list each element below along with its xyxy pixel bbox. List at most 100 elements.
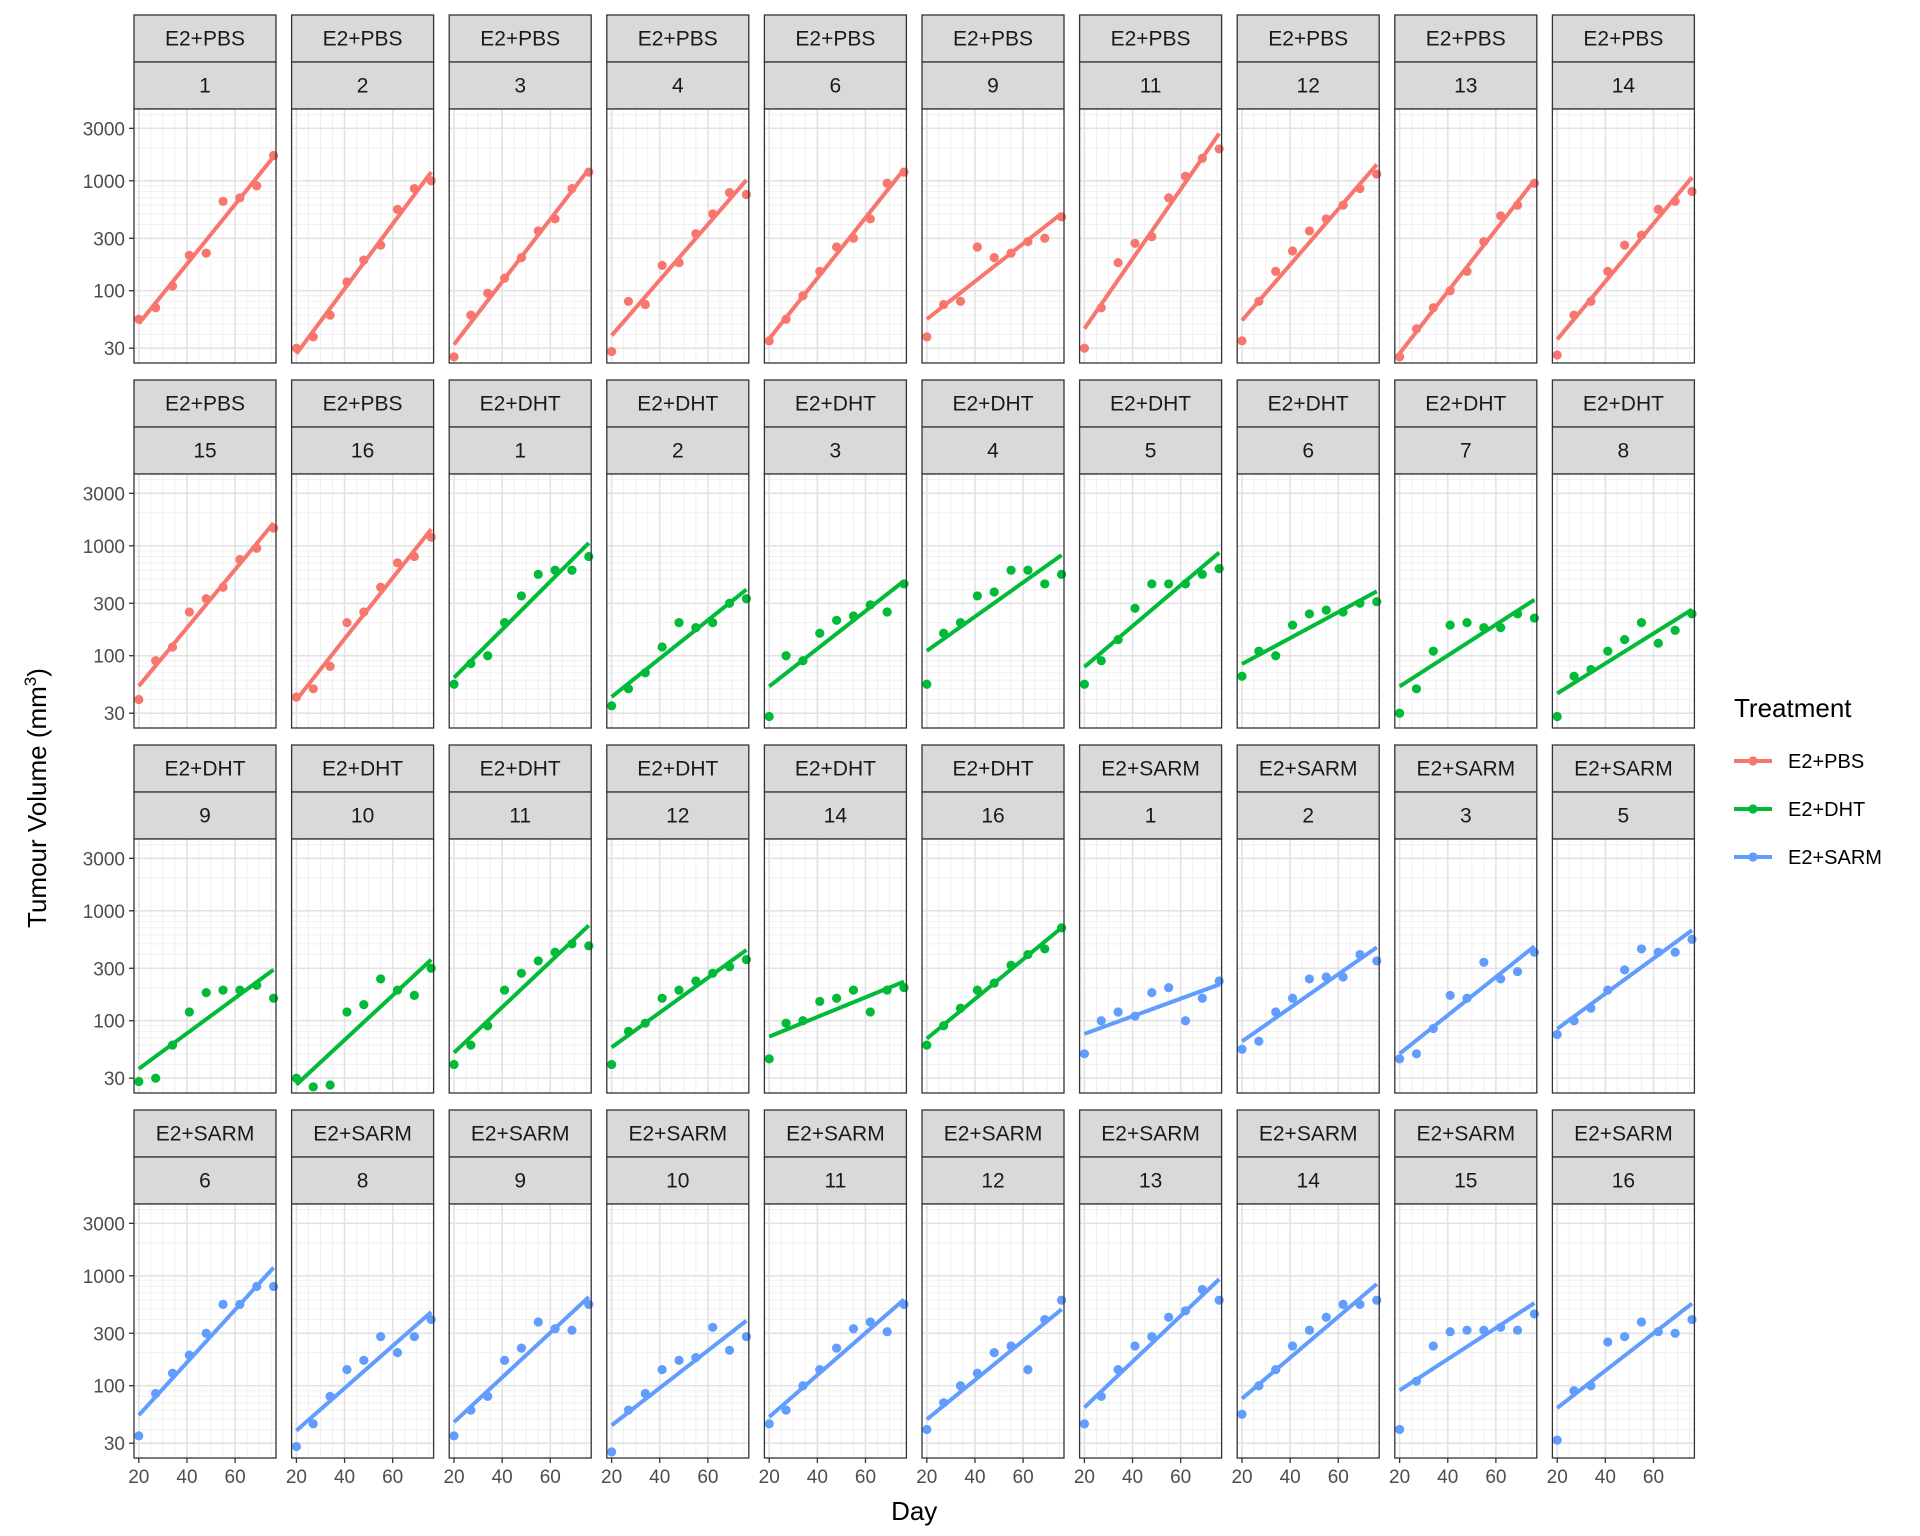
y-tick-label: 100 (93, 1012, 125, 1033)
data-point (449, 679, 459, 689)
data-point (308, 684, 318, 694)
data-point (409, 1331, 419, 1342)
data-point (623, 296, 634, 306)
strip-treatment (763, 744, 908, 793)
strip-treatment (1236, 14, 1380, 63)
data-point (1096, 1391, 1106, 1401)
strip-treatment (606, 14, 750, 63)
data-point (325, 661, 335, 671)
data-point (1254, 646, 1264, 656)
strip-treatment (1551, 1109, 1696, 1158)
strip-treatment (1394, 379, 1538, 428)
data-point (516, 253, 527, 263)
strip-id (1078, 1156, 1223, 1205)
data-point (1304, 226, 1315, 236)
panel: E2+DHT 11 (448, 744, 594, 1094)
data-point (499, 618, 510, 628)
data-point (1271, 1365, 1281, 1375)
panel-border (133, 838, 277, 1094)
strip-id-label: 8 (1618, 440, 1630, 463)
data-point (218, 196, 228, 206)
data-point (1023, 565, 1033, 575)
data-point (1372, 169, 1382, 179)
fit-line (925, 211, 1063, 321)
data-point (449, 1431, 459, 1441)
panel: E2+DHT 4 (921, 379, 1067, 729)
data-point (1479, 236, 1489, 247)
strip-treatment (448, 14, 592, 63)
x-tick-label: 60 (225, 1467, 246, 1488)
panel-border (763, 1203, 908, 1459)
data-point (815, 996, 825, 1006)
fit-line (295, 958, 433, 1087)
plot-area (922, 1204, 1064, 1458)
y-axis-title: Tumour Volume (mm3) (21, 668, 52, 928)
panel-border (133, 108, 277, 364)
data-point (1287, 1341, 1298, 1351)
strip-id (763, 426, 908, 475)
x-tick-label: 40 (964, 1467, 985, 1488)
data-point (1653, 638, 1663, 648)
x-tick-label: 20 (1074, 1467, 1095, 1488)
y-tick-label: 100 (93, 282, 125, 303)
x-tick-label: 20 (443, 1467, 464, 1488)
panel: E2+DHT 1 (448, 379, 594, 729)
data-point (724, 598, 735, 608)
data-point (584, 941, 594, 951)
data-point (1180, 1016, 1191, 1026)
data-point (359, 1355, 369, 1365)
fit-line (452, 1295, 591, 1424)
plot-area (291, 109, 434, 363)
x-tick-label: 60 (540, 1467, 561, 1488)
data-point (1620, 1331, 1630, 1342)
strip-id-label: 14 (824, 805, 848, 828)
data-point (1372, 597, 1382, 607)
panel: E2+DHT 8 (1551, 379, 1697, 729)
data-point (376, 240, 386, 250)
data-point (376, 1331, 386, 1342)
x-tick-label: 60 (382, 1467, 403, 1488)
plot-area (449, 474, 592, 728)
strip-treatment (133, 14, 277, 63)
panel: E2+SARM 8 20 40 60 (286, 1109, 436, 1488)
data-point (1079, 343, 1090, 353)
data-point (798, 656, 808, 666)
data-point (607, 1447, 617, 1457)
data-point (1445, 1327, 1455, 1337)
strip-id-label: 14 (1612, 75, 1636, 98)
strip-id-label: 3 (514, 75, 526, 98)
data-point (376, 974, 386, 984)
panel-border (1551, 473, 1696, 729)
panel: E2+SARM 15 20 40 60 (1389, 1109, 1539, 1488)
data-point (167, 642, 178, 652)
data-point (268, 150, 279, 161)
data-point (1552, 350, 1562, 360)
data-point (674, 985, 684, 995)
y-tick-label: 300 (93, 229, 125, 250)
strip-treatment-label: E2+DHT (952, 393, 1033, 416)
x-tick-label: 40 (807, 1467, 828, 1488)
data-point (1338, 200, 1348, 210)
data-point (623, 1405, 634, 1415)
strip-treatment-label: E2+PBS (1426, 28, 1506, 51)
data-point (899, 983, 909, 993)
panel-border (763, 473, 908, 729)
strip-id-label: 9 (514, 1170, 526, 1193)
data-point (550, 214, 560, 224)
data-point (708, 1322, 718, 1332)
data-point (449, 352, 459, 362)
x-tick-label: 20 (916, 1467, 937, 1488)
data-point (1023, 949, 1033, 960)
data-point (1496, 974, 1506, 984)
data-point (1130, 1011, 1140, 1021)
panel: E2+DHT 2 (606, 379, 751, 729)
x-tick-label: 60 (1485, 1467, 1506, 1488)
data-point (392, 204, 403, 214)
data-point (1079, 1419, 1090, 1429)
panel: E2+SARM 12 20 40 60 (916, 1109, 1067, 1488)
data-point (1040, 233, 1050, 243)
data-point (1237, 671, 1247, 681)
data-point (922, 679, 932, 689)
data-point (268, 993, 279, 1003)
data-point (1569, 310, 1579, 320)
